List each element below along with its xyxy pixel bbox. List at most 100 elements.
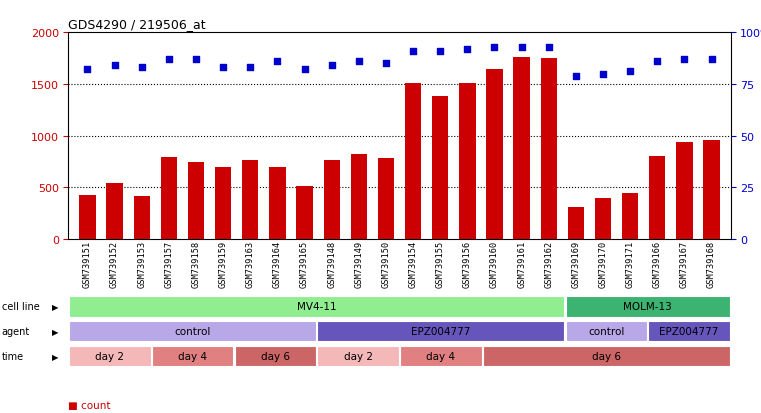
Text: cell line: cell line [2, 301, 40, 312]
Bar [215, 168, 231, 240]
Text: day 4: day 4 [178, 351, 207, 361]
Bar [317, 346, 399, 366]
Text: GSM739158: GSM739158 [192, 241, 200, 288]
Bar [242, 161, 259, 240]
Bar [622, 193, 638, 240]
Bar [568, 207, 584, 240]
Point [109, 63, 121, 69]
Bar [351, 155, 367, 240]
Text: GSM739163: GSM739163 [246, 241, 255, 288]
Text: control: control [588, 326, 625, 337]
Text: agent: agent [2, 326, 30, 337]
Text: ▶: ▶ [52, 327, 59, 336]
Text: GSM739166: GSM739166 [653, 241, 662, 288]
Point [543, 44, 555, 51]
Bar [151, 346, 234, 366]
Text: GSM739161: GSM739161 [517, 241, 526, 288]
Text: day 2: day 2 [95, 351, 124, 361]
Text: GSM739168: GSM739168 [707, 241, 716, 288]
Bar [486, 70, 502, 240]
Bar [405, 83, 422, 240]
Bar [69, 297, 565, 317]
Bar [377, 159, 394, 240]
Point [244, 65, 256, 71]
Point [651, 59, 664, 65]
Text: GSM739170: GSM739170 [599, 241, 607, 288]
Bar [323, 161, 340, 240]
Bar [269, 167, 285, 240]
Text: day 2: day 2 [344, 351, 373, 361]
Text: GSM739152: GSM739152 [110, 241, 119, 288]
Text: GSM739156: GSM739156 [463, 241, 472, 288]
Point [163, 57, 175, 63]
Point [190, 57, 202, 63]
Text: EPZ004777: EPZ004777 [411, 326, 470, 337]
Point [705, 57, 718, 63]
Text: day 6: day 6 [592, 351, 621, 361]
Text: GSM739157: GSM739157 [164, 241, 174, 288]
Bar [648, 321, 730, 342]
Text: day 6: day 6 [261, 351, 290, 361]
Bar [161, 158, 177, 240]
Point [461, 46, 473, 53]
Point [380, 61, 392, 67]
Text: GSM739159: GSM739159 [218, 241, 228, 288]
Bar [432, 97, 448, 240]
Text: MOLM-13: MOLM-13 [623, 301, 672, 312]
Bar [703, 140, 720, 240]
Text: GSM739164: GSM739164 [273, 241, 282, 288]
Bar [234, 346, 317, 366]
Text: GSM739154: GSM739154 [409, 241, 418, 288]
Bar [677, 142, 693, 240]
Text: EPZ004777: EPZ004777 [660, 326, 719, 337]
Text: ■ count: ■ count [68, 400, 111, 410]
Text: GSM739162: GSM739162 [544, 241, 553, 288]
Text: time: time [2, 351, 24, 361]
Bar [69, 321, 317, 342]
Bar [595, 199, 611, 240]
Bar [69, 346, 151, 366]
Bar [107, 184, 123, 240]
Text: GSM739169: GSM739169 [572, 241, 581, 288]
Point [570, 73, 582, 80]
Point [217, 65, 229, 71]
Point [298, 67, 310, 74]
Bar [188, 163, 204, 240]
Text: MV4-11: MV4-11 [297, 301, 336, 312]
Bar [482, 346, 730, 366]
Point [489, 44, 501, 51]
Point [678, 57, 690, 63]
Point [135, 65, 148, 71]
Point [624, 69, 636, 76]
Bar [540, 59, 557, 240]
Point [326, 63, 338, 69]
Point [272, 59, 284, 65]
Text: GSM739149: GSM739149 [355, 241, 363, 288]
Bar [79, 195, 96, 240]
Bar [400, 346, 482, 366]
Bar [317, 321, 565, 342]
Text: GSM739160: GSM739160 [490, 241, 499, 288]
Text: ▶: ▶ [52, 302, 59, 311]
Text: GDS4290 / 219506_at: GDS4290 / 219506_at [68, 17, 206, 31]
Text: control: control [174, 326, 211, 337]
Text: GSM739155: GSM739155 [436, 241, 444, 288]
Point [353, 59, 365, 65]
Text: day 4: day 4 [426, 351, 455, 361]
Text: GSM739171: GSM739171 [626, 241, 635, 288]
Point [434, 48, 446, 55]
Bar [649, 157, 665, 240]
Bar [297, 187, 313, 240]
Bar [514, 58, 530, 240]
Text: GSM739151: GSM739151 [83, 241, 92, 288]
Text: GSM739148: GSM739148 [327, 241, 336, 288]
Bar [565, 321, 648, 342]
Bar [134, 196, 150, 240]
Bar [565, 297, 730, 317]
Text: GSM739153: GSM739153 [137, 241, 146, 288]
Point [597, 71, 609, 78]
Text: GSM739165: GSM739165 [300, 241, 309, 288]
Point [81, 67, 94, 74]
Text: GSM739150: GSM739150 [381, 241, 390, 288]
Text: ▶: ▶ [52, 352, 59, 361]
